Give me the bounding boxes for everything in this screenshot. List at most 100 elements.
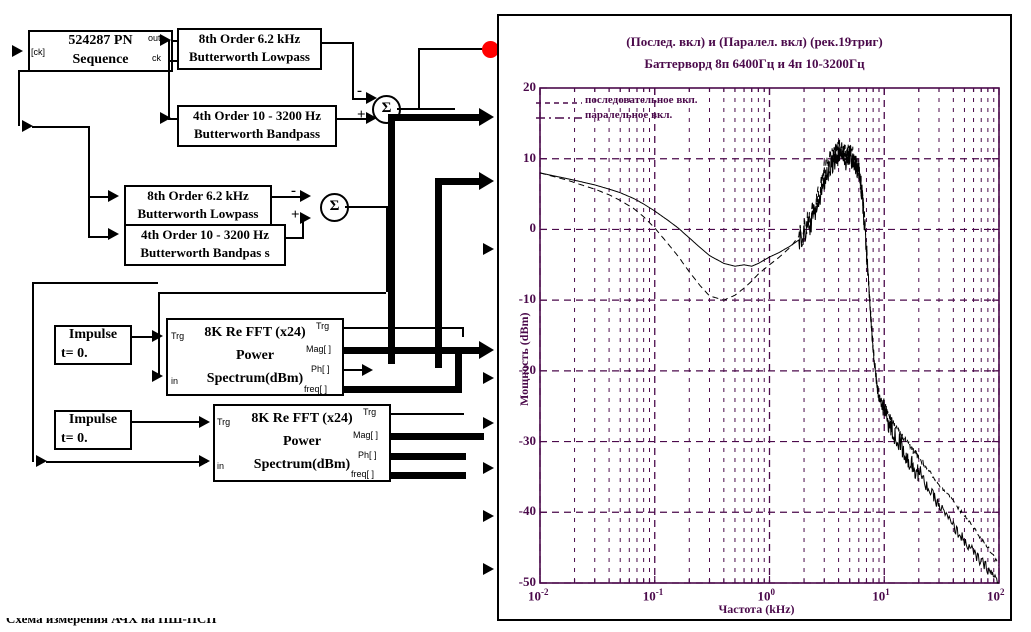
- bus-fft2-mag: [391, 433, 484, 440]
- block-lowpass-1[interactable]: 8th Order 6.2 kHz Butterworth Lowpass: [177, 28, 322, 70]
- port-fft1-out-freq: freq[ ]: [304, 384, 328, 394]
- wire-lp1-to-sum1-minus: [352, 98, 372, 100]
- sum1-minus-sign: -: [357, 83, 362, 99]
- x-tick-2: 100: [757, 587, 776, 604]
- block-fft-1-line-2: Spectrum(dBm): [206, 371, 304, 386]
- block-lowpass-2-line-1: Butterworth Lowpass: [137, 206, 259, 221]
- footer-clipped-text: Схема измерения АЧХ на ПШ-ПСП: [0, 618, 420, 632]
- wire-imp1-out: [132, 336, 160, 338]
- arrow-bus-3: [479, 341, 494, 359]
- wire-sum1-up: [418, 48, 420, 110]
- arrow-pn-in: [12, 45, 23, 57]
- arrow-plot-edge-3: [483, 417, 494, 429]
- block-lowpass-2-line-0: 8th Order 6.2 kHz: [147, 188, 249, 203]
- block-pn-sequence-line-1: Sequence: [72, 52, 129, 67]
- plot-title: (Послед. вкл) и (Паралел. вкл) (рек.19тр…: [626, 34, 883, 49]
- wire-fb-left-h: [18, 70, 170, 72]
- wire-bottom-loop-v: [32, 282, 34, 462]
- wire-bp1-out: [337, 118, 372, 120]
- bus-fft2-freq: [391, 472, 466, 479]
- block-impulse-1[interactable]: Impulse t= 0.: [54, 325, 132, 365]
- port-fft2-out-ph: Ph[ ]: [358, 450, 377, 460]
- bus-fft1-freq: [344, 386, 462, 393]
- block-fft-1-line-1: Power: [235, 348, 275, 363]
- block-bandpass-2[interactable]: 4th Order 10 - 3200 Hz Butterworth Bandp…: [124, 224, 286, 266]
- port-pn-ck-in: [ck]: [31, 47, 46, 57]
- arrow-plot-edge-1: [483, 243, 494, 255]
- legend-label-0: последовательное вкл.: [585, 94, 698, 106]
- y-tick--50: -50: [518, 574, 536, 589]
- plot-canvas: [539, 87, 1000, 584]
- port-fft1-in-in: in: [171, 376, 179, 386]
- footer-text: Схема измерения АЧХ на ПШ-ПСП: [6, 618, 217, 626]
- y-tick-0: 0: [529, 220, 537, 236]
- wire-fft1-in-h: [158, 292, 386, 294]
- wire-fft1-trg-out: [344, 327, 464, 329]
- wire-lp1-down: [352, 42, 354, 100]
- arrow-plot-edge-2: [483, 372, 494, 384]
- block-bandpass-1[interactable]: 4th Order 10 - 3200 Hz Butterworth Bandp…: [177, 105, 337, 147]
- bus-vertical-2: [435, 178, 442, 368]
- block-fft-2-line-0: 8K Re FFT (x24): [251, 411, 353, 426]
- block-fft-2-line-2: Spectrum(dBm): [253, 457, 351, 472]
- block-bandpass-2-line-0: 4th Order 10 - 3200 Hz: [141, 227, 269, 242]
- block-fft-2-line-1: Power: [282, 434, 322, 449]
- arrow-fft1-in: [152, 370, 163, 382]
- wire-fb-to-bp2: [88, 236, 110, 238]
- arrow-plot-edge-6: [483, 563, 494, 575]
- x-tick-4: 102: [987, 587, 1005, 604]
- arrow-fb-mid: [22, 120, 33, 132]
- sum2-minus-sign: -: [291, 183, 296, 199]
- port-fft2-out-trg: Trg: [363, 407, 377, 417]
- arrow-fft1-ph: [362, 364, 373, 376]
- wire-fb-left-v: [18, 70, 20, 126]
- block-lowpass-1-line-0: 8th Order 6.2 kHz: [198, 31, 301, 46]
- sum2-plus-sign: +: [291, 207, 300, 223]
- arrow-bus-1: [479, 108, 494, 126]
- wire-lp2-out: [272, 196, 304, 198]
- arrow-sum2-plus: [300, 212, 311, 224]
- arrow-bp2-in: [108, 228, 119, 240]
- block-bandpass-1-line-1: Butterworth Bandpass: [193, 126, 321, 141]
- block-pn-sequence[interactable]: 524287 PN Sequence: [28, 30, 173, 72]
- port-fft2-out-mag: Mag[ ]: [353, 430, 379, 440]
- y-tick--20: -20: [518, 361, 536, 377]
- arrow-lp2-in: [108, 190, 119, 202]
- bus-fft2-ph: [391, 453, 466, 460]
- wire-pn-out-v: [168, 40, 170, 120]
- block-fft-2[interactable]: 8K Re FFT (x24) Power Spectrum(dBm): [213, 404, 391, 482]
- port-fft1-in-trg: Trg: [171, 331, 185, 341]
- arrow-bus-2: [479, 172, 494, 190]
- wire-fb-mid-v: [88, 126, 90, 238]
- plot-subtitle: Баттерворд 8п 6400Гц и 4п 10-3200Гц: [644, 56, 865, 71]
- port-pn-ck-out: ck: [152, 53, 161, 63]
- block-fft-1[interactable]: 8K Re FFT (x24) Power Spectrum(dBm): [166, 318, 344, 396]
- probe-point[interactable]: [482, 41, 499, 58]
- y-tick-20: 20: [523, 79, 536, 94]
- wire-bottom-loop-h: [46, 461, 207, 463]
- block-impulse-2[interactable]: Impulse t= 0.: [54, 410, 132, 450]
- arrow-sum2-minus: [300, 190, 311, 202]
- arrow-sum1-plus: [366, 112, 377, 124]
- wire-fft1-ph-out: [344, 369, 366, 371]
- block-pn-sequence-line-0: 524287 PN: [68, 33, 133, 48]
- port-pn-out: out: [148, 33, 161, 43]
- x-tick-1: 10-1: [642, 587, 664, 604]
- bus-sum1-to-plot: [388, 114, 484, 121]
- arrow-sum1-minus: [366, 92, 377, 104]
- bus-fft1-freq-v: [455, 347, 462, 392]
- block-impulse-1-line-0: Impulse: [68, 327, 118, 342]
- x-axis-label: Частота (kHz): [718, 602, 795, 616]
- spectrum-plot-window[interactable]: (Послед. вкл) и (Паралел. вкл) (рек.19тр…: [497, 14, 1012, 621]
- wire-bp2-up: [302, 216, 304, 238]
- wire-fft1-in-v: [158, 292, 160, 376]
- bus-fft1-mag: [344, 347, 484, 354]
- wire-lp1-out: [322, 42, 354, 44]
- arrow-bottom-loop: [36, 455, 47, 467]
- block-impulse-2-line-1: t= 0.: [61, 431, 88, 446]
- port-fft1-out-mag: Mag[ ]: [306, 344, 332, 354]
- port-fft2-out-freq: freq[ ]: [351, 469, 375, 479]
- arrow-bp1-in: [160, 112, 171, 124]
- y-tick--40: -40: [518, 503, 536, 519]
- block-lowpass-2[interactable]: 8th Order 6.2 kHz Butterworth Lowpass: [124, 185, 272, 227]
